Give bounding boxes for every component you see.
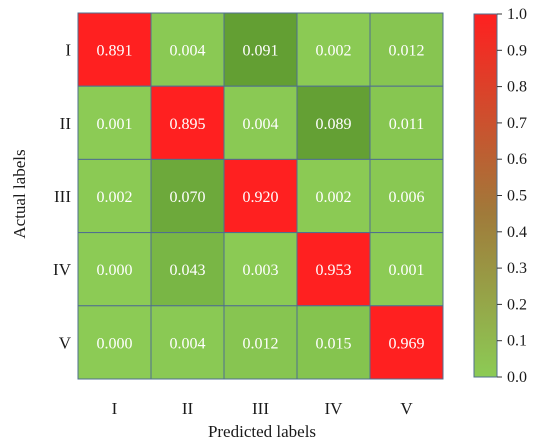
colorbar-gradient: [473, 13, 498, 378]
x-tick-label: II: [182, 399, 194, 418]
heatmap-cell: [296, 232, 371, 307]
cell-value-label: 0.920: [243, 189, 279, 206]
cell-value-label: 0.070: [170, 189, 206, 206]
heatmap-cell: [369, 85, 444, 160]
colorbar-tick-label: 0.2: [507, 296, 527, 313]
cell-value-label: 0.004: [243, 116, 279, 133]
cell-value-label: 0.091: [243, 43, 279, 60]
x-axis-title: Predicted labels: [208, 422, 316, 441]
x-tick-label: V: [400, 399, 413, 418]
heatmap-cell: [369, 158, 444, 234]
heatmap-cell: [150, 232, 225, 307]
heatmap-cell: [223, 232, 298, 307]
x-tick-label: III: [252, 399, 269, 418]
cell-value-label: 0.000: [97, 335, 133, 352]
cell-value-label: 0.004: [170, 43, 206, 60]
heatmap-cell: [296, 158, 371, 234]
cell-value-label: 0.012: [243, 335, 279, 352]
heatmap-cell: [77, 305, 152, 380]
colorbar-ticks: 0.0 0.1 0.2 0.3 0.4 0.5 0.6 0.7 0.8 0.9 1.0: [497, 6, 527, 386]
cell-value-label: 0.895: [170, 116, 206, 133]
cell-value-label: 0.004: [170, 335, 206, 352]
heatmap-cell: [369, 305, 444, 380]
x-tick-label: IV: [325, 399, 344, 418]
cell-value-label: 0.969: [389, 335, 425, 352]
heatmap-cell: [150, 158, 225, 234]
cell-value-label: 0.953: [316, 262, 352, 279]
colorbar-tick-label: 0.8: [507, 79, 527, 96]
heatmap-cell: [223, 305, 298, 380]
heatmap-cell: [369, 232, 444, 307]
colorbar: 0.0 0.1 0.2 0.3 0.4 0.5 0.6 0.7 0.8 0.9 1.0: [473, 6, 527, 386]
heatmap-cell: [77, 12, 152, 87]
colorbar-tick-label: 0.7: [507, 115, 527, 132]
cell-value-label: 0.089: [316, 116, 352, 133]
colorbar-tick-label: 0.4: [507, 224, 527, 241]
heatmap-cell: [223, 158, 298, 234]
heatmap-cell: [77, 85, 152, 160]
heatmap-cell: [223, 12, 298, 87]
x-tick-label: I: [112, 399, 118, 418]
cell-value-label: 0.015: [316, 335, 352, 352]
heatmap-cell: [77, 232, 152, 307]
y-axis-title: Actual labels: [10, 149, 29, 238]
cell-value-label: 0.000: [97, 262, 133, 279]
heatmap-cell: [296, 12, 371, 87]
cell-value-label: 0.006: [389, 189, 425, 206]
heatmap-cell: [150, 305, 225, 380]
cell-value-label: 0.001: [97, 116, 133, 133]
heatmap-cells: 0.891 0.004 0.091 0.002 0.012 0.001 0.895 0.004…: [77, 12, 444, 380]
y-tick-label: II: [60, 114, 72, 133]
colorbar-tick-label: 0.5: [507, 188, 527, 205]
cell-value-label: 0.011: [389, 116, 424, 133]
x-tick-labels: I II III IV V: [112, 399, 414, 418]
y-tick-label: I: [65, 41, 71, 60]
colorbar-tick-label: 0.0: [507, 369, 527, 386]
cell-value-label: 0.002: [97, 189, 133, 206]
cell-value-label: 0.002: [316, 189, 352, 206]
heatmap-cell: [223, 85, 298, 160]
colorbar-tick-label: 0.1: [507, 333, 527, 350]
colorbar-tick-label: 1.0: [507, 6, 527, 23]
y-tick-label: III: [54, 187, 71, 206]
cell-value-label: 0.043: [170, 262, 206, 279]
y-tick-label: IV: [53, 260, 72, 279]
heatmap-cell: [369, 12, 444, 87]
cell-value-label: 0.012: [389, 43, 425, 60]
heatmap-cell: [150, 12, 225, 87]
cell-value-label: 0.002: [316, 43, 352, 60]
y-tick-label: V: [59, 333, 72, 352]
cell-value-label: 0.003: [243, 262, 279, 279]
colorbar-tick-label: 0.3: [507, 260, 527, 277]
cell-value-label: 0.001: [389, 262, 425, 279]
colorbar-tick-label: 0.6: [507, 151, 527, 168]
colorbar-tick-label: 0.9: [507, 42, 527, 59]
cell-value-label: 0.891: [97, 43, 133, 60]
